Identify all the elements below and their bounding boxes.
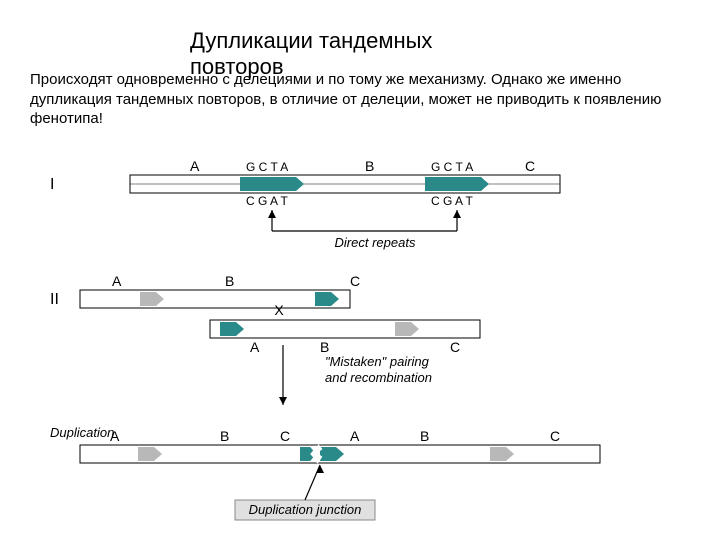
- svg-text:C: C: [280, 428, 290, 444]
- svg-text:"Mistaken" pairing: "Mistaken" pairing: [325, 354, 430, 369]
- svg-text:C G A T: C G A T: [246, 194, 288, 208]
- svg-text:Direct repeats: Direct repeats: [335, 235, 416, 250]
- svg-text:B: B: [365, 158, 374, 174]
- svg-text:A: A: [250, 339, 260, 355]
- svg-text:B: B: [220, 428, 229, 444]
- svg-text:X: X: [274, 302, 284, 318]
- svg-text:B: B: [420, 428, 429, 444]
- svg-text:C: C: [525, 158, 535, 174]
- svg-text:C G A T: C G A T: [431, 194, 473, 208]
- svg-text:A: A: [110, 428, 120, 444]
- diagram-svg: I G C T A G C T A C G A T C G A T A B C Direct r…: [20, 155, 690, 540]
- svg-text:G C T A: G C T A: [246, 160, 288, 174]
- svg-text:A: A: [190, 158, 200, 174]
- svg-text:and recombination: and recombination: [325, 370, 432, 385]
- svg-text:A: A: [112, 273, 122, 289]
- slide-paragraph: Происходят одновременно с делециями и по…: [30, 70, 690, 129]
- svg-text:II: II: [50, 291, 59, 308]
- svg-text:Duplication junction: Duplication junction: [249, 502, 362, 517]
- svg-text:C: C: [450, 339, 460, 355]
- svg-text:C: C: [350, 273, 360, 289]
- svg-text:B: B: [320, 339, 329, 355]
- svg-text:A: A: [350, 428, 360, 444]
- svg-text:I: I: [50, 176, 54, 193]
- svg-text:C: C: [550, 428, 560, 444]
- title-line1: Дупликации тандемных: [190, 28, 432, 54]
- svg-text:Duplication: Duplication: [50, 425, 114, 440]
- svg-text:G C T A: G C T A: [431, 160, 473, 174]
- svg-text:B: B: [225, 273, 234, 289]
- diagram-container: I G C T A G C T A C G A T C G A T A B C Direct r…: [20, 155, 690, 545]
